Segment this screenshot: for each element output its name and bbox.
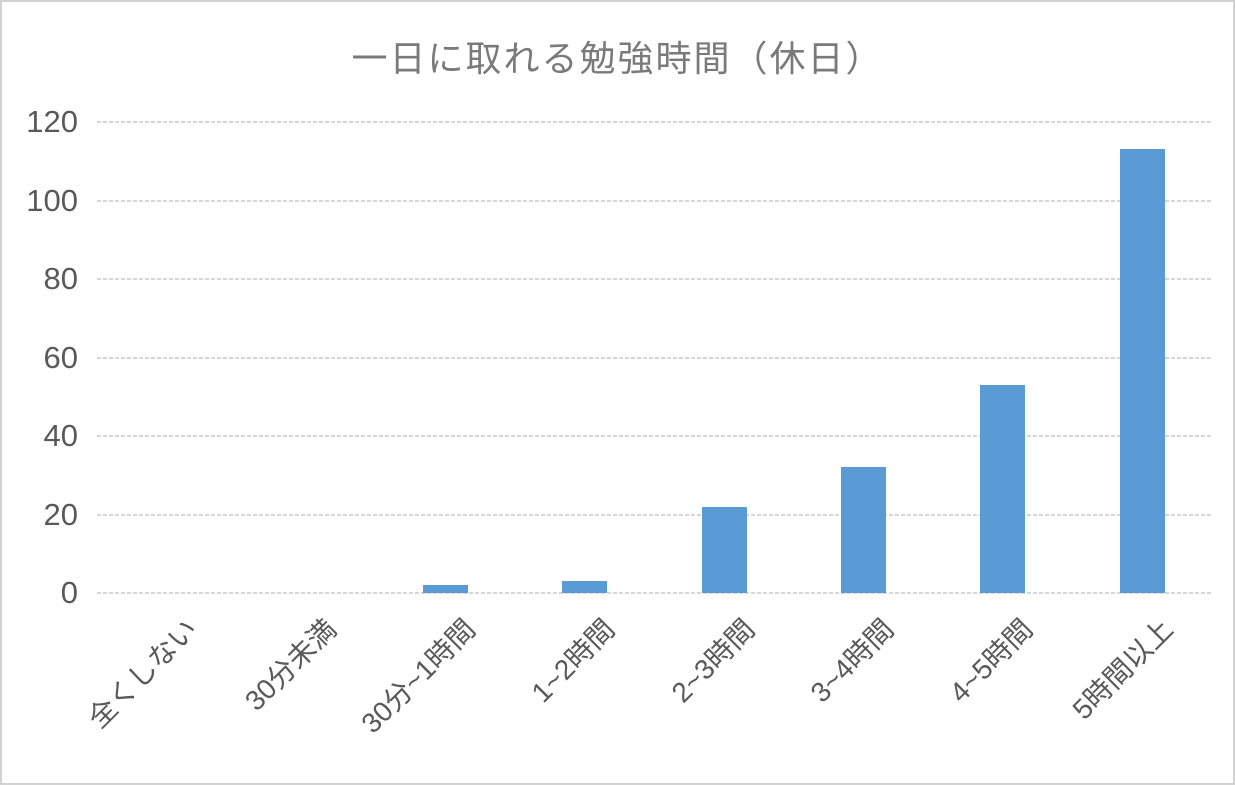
gridline-y-0	[97, 592, 1212, 594]
y-tick-label-80: 80	[43, 261, 78, 296]
x-tick-label-3: 1~2時間	[525, 613, 621, 709]
x-tick-label-4: 2~3時間	[665, 613, 761, 709]
x-tick-label-1: 30分未満	[238, 613, 343, 717]
x-tick-label-5: 3~4時間	[804, 613, 900, 709]
bar-4	[702, 507, 747, 593]
gridline-y-120	[97, 121, 1212, 123]
y-tick-label-0: 0	[60, 575, 78, 610]
gridline-y-20	[97, 513, 1212, 516]
bar-7	[1120, 149, 1165, 593]
y-tick-label-100: 100	[26, 182, 78, 218]
x-tick-label-0: 全くしない	[81, 613, 203, 735]
y-tick-label-40: 40	[43, 418, 78, 453]
gridline-y-60	[97, 356, 1212, 359]
gridline-y-40	[97, 435, 1212, 437]
bar-6	[980, 385, 1025, 593]
x-tick-label-7: 5時間以上	[1066, 613, 1179, 726]
y-tick-label-120: 120	[26, 104, 78, 139]
chart-title: 一日に取れる勉強時間（休日）	[351, 38, 884, 79]
x-tick-label-2: 30分~1時間	[355, 613, 482, 740]
bar-5	[841, 467, 886, 593]
y-tick-label-20: 20	[43, 496, 78, 532]
gridline-y-80	[97, 278, 1212, 280]
bar-3	[562, 581, 607, 593]
y-tick-label-60: 60	[43, 339, 78, 375]
gridline-y-100	[97, 199, 1212, 202]
x-tick-label-6: 4~5時間	[943, 613, 1040, 709]
bar-2	[423, 585, 468, 593]
